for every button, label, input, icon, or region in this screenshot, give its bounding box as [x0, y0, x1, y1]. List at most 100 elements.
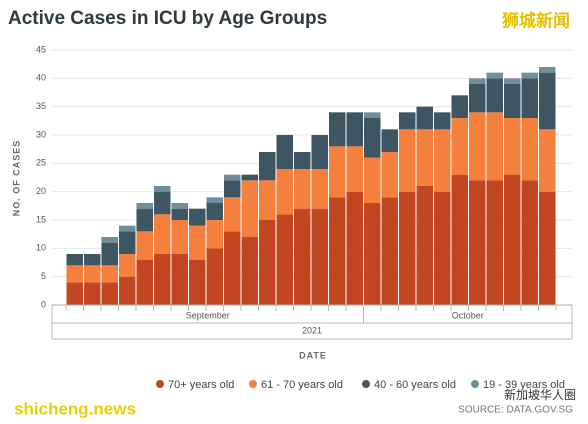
- bar-segment: [154, 186, 171, 192]
- bar-segment: [224, 231, 241, 305]
- bar-segment: [416, 106, 433, 130]
- y-tick-label: 15: [36, 214, 46, 224]
- bar-segment: [311, 135, 328, 169]
- watermark: 狮城新闻: [501, 10, 570, 30]
- bar-segment: [119, 225, 136, 232]
- bar-segment: [451, 95, 468, 118]
- legend-label: 40 - 60 years old: [374, 379, 456, 391]
- bar-segment: [66, 254, 83, 266]
- bar-segment: [469, 112, 486, 181]
- y-tick-label: 0: [41, 299, 46, 309]
- bar-segment: [539, 191, 556, 305]
- bar-segment: [224, 197, 241, 232]
- bar-segment: [504, 118, 521, 175]
- bar-segment: [346, 146, 363, 192]
- bar-segment: [241, 237, 258, 305]
- month-label: October: [452, 310, 484, 320]
- bar-segment: [416, 186, 433, 305]
- bar-segment: [504, 84, 521, 118]
- watermark: shicheng.news: [14, 399, 136, 418]
- bar-segment: [154, 254, 171, 305]
- bar-segment: [486, 180, 503, 305]
- bar-segment: [311, 208, 328, 305]
- bar-segment: [434, 112, 451, 130]
- bar-segment: [171, 254, 188, 305]
- bar-segment: [364, 118, 381, 158]
- bar-segment: [259, 220, 276, 305]
- bar-segment: [469, 84, 486, 113]
- bar-segment: [539, 129, 556, 192]
- bar-segment: [329, 146, 346, 198]
- legend-label: 61 - 70 years old: [261, 379, 343, 391]
- bar-segment: [416, 129, 433, 186]
- bar-segment: [119, 254, 136, 277]
- bar-segment: [329, 197, 346, 305]
- legend-label: 19 - 39 years old: [483, 379, 565, 391]
- bar-segment: [136, 231, 153, 260]
- bar-segment: [84, 282, 101, 305]
- bar-segment: [276, 214, 293, 305]
- bar-segment: [504, 78, 521, 84]
- y-tick-label: 25: [36, 158, 46, 168]
- bar-segment: [486, 72, 503, 79]
- bar-segment: [521, 78, 538, 118]
- bar-segment: [346, 191, 363, 305]
- bar-segment: [189, 225, 206, 260]
- bar-segment: [136, 203, 153, 209]
- bar-segment: [364, 157, 381, 203]
- bar-segment: [66, 282, 83, 305]
- y-tick-label: 30: [36, 129, 46, 139]
- y-axis-label: NO. OF CASES: [11, 140, 21, 217]
- bar-segment: [224, 174, 241, 181]
- bar-segment: [206, 248, 223, 305]
- bar-segment: [206, 197, 223, 203]
- bar-segment: [521, 72, 538, 79]
- bar-segment: [294, 169, 311, 209]
- bar-segment: [346, 112, 363, 147]
- bar-segment: [381, 152, 398, 198]
- bar-segment: [224, 180, 241, 198]
- watermark: 新加坡华人圈: [504, 387, 576, 402]
- bar-segment: [259, 152, 276, 181]
- month-label: September: [186, 310, 230, 320]
- y-tick-label: 40: [36, 73, 46, 83]
- source: SOURCE: DATA.GOV.SG: [458, 405, 573, 416]
- bar-segment: [399, 191, 416, 305]
- bar-segment: [66, 265, 83, 283]
- bar-segment: [539, 72, 556, 130]
- bar-segment: [434, 129, 451, 192]
- bar-segment: [101, 265, 118, 283]
- bar-segment: [241, 180, 258, 237]
- bar-segment: [136, 208, 153, 232]
- bar-segment: [329, 112, 346, 147]
- legend-swatch: [362, 380, 370, 388]
- bar-segment: [206, 203, 223, 220]
- bar-segment: [381, 197, 398, 305]
- bar-segment: [486, 112, 503, 181]
- bar-segment: [206, 220, 223, 249]
- bar-segment: [171, 220, 188, 254]
- legend-swatch: [249, 380, 257, 388]
- bar-segment: [294, 208, 311, 305]
- bar-segment: [84, 265, 101, 283]
- bar-segment: [189, 259, 206, 305]
- legend-swatch: [156, 380, 164, 388]
- chart-title: Active Cases in ICU by Age Groups: [8, 8, 327, 29]
- bar-segment: [469, 78, 486, 84]
- bar-segment: [399, 112, 416, 130]
- y-tick-label: 10: [36, 243, 46, 253]
- y-tick-label: 35: [36, 101, 46, 111]
- bar-segment: [381, 129, 398, 152]
- bar-segment: [451, 118, 468, 175]
- bar-segment: [171, 203, 188, 209]
- x-axis-label: DATE: [299, 350, 327, 360]
- bar-segment: [451, 174, 468, 305]
- y-tick-label: 20: [36, 186, 46, 196]
- bar-segment: [276, 169, 293, 215]
- bar-segment: [101, 282, 118, 305]
- bar-segment: [101, 242, 118, 266]
- bar-segment: [486, 78, 503, 113]
- bar-segment: [154, 214, 171, 254]
- bar-segment: [119, 231, 136, 254]
